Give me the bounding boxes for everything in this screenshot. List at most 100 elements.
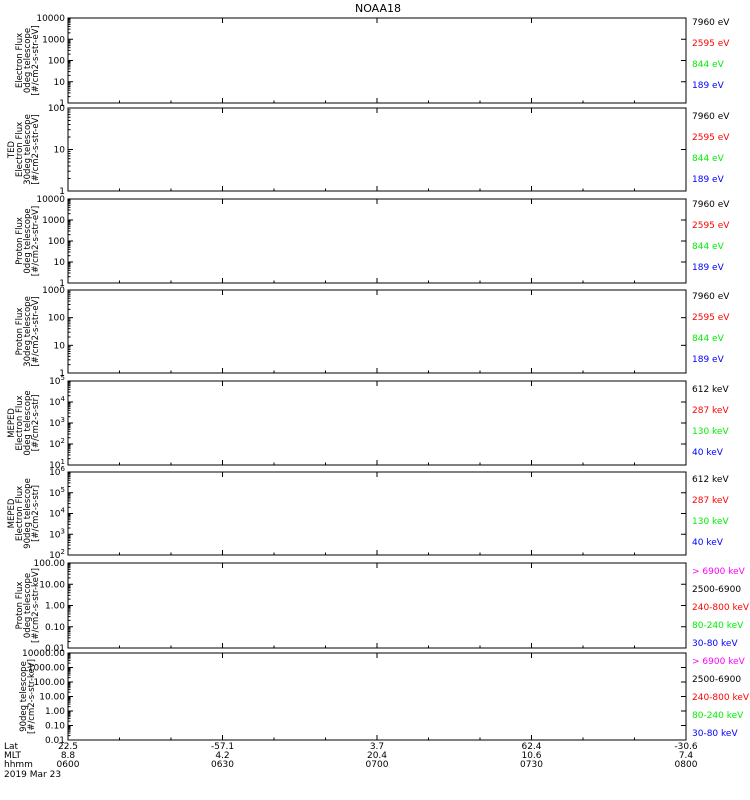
legend-entry: 612 keV — [692, 475, 729, 485]
legend-entry: 189 eV — [692, 81, 725, 91]
y-axis-title-line: 30deg telescope — [23, 114, 33, 185]
y-axis-title-line: MEPED — [7, 408, 17, 438]
legend-entry: 189 eV — [692, 355, 725, 365]
footer-lat-value: 62.4 — [521, 742, 541, 752]
y-tick-label: 104 — [49, 395, 65, 408]
legend-entry: > 6900 keV — [692, 657, 746, 667]
legend-entry: 130 keV — [692, 427, 729, 437]
panel-frame — [67, 107, 687, 192]
y-tick-label: 100.00 — [34, 678, 66, 688]
y-tick-label: 10000 — [36, 195, 65, 205]
y-axis-title-line: [#/cm2-s-str-eV] — [31, 296, 41, 366]
y-axis-title-line: Proton Flux — [15, 582, 25, 630]
y-axis-title-line: 30deg telescope — [23, 296, 33, 367]
legend-entry: 40 keV — [692, 448, 724, 458]
legend-entry: 2595 eV — [692, 313, 730, 323]
y-axis-title-line: 0deg telescope — [23, 573, 33, 638]
footer-mlt-value: 20.4 — [367, 751, 387, 761]
legend-entry: > 6900 keV — [692, 567, 746, 577]
y-axis-title-line: Electron Flux — [15, 33, 25, 88]
legend-entry: 7960 eV — [692, 200, 730, 210]
footer-time-value: 0700 — [366, 760, 389, 770]
y-tick-label: 1000 — [42, 286, 65, 296]
y-tick-label: 10.00 — [39, 693, 65, 703]
y-tick-label: 1 — [59, 369, 65, 379]
legend-entry: 2500-6900 — [692, 675, 741, 685]
footer-mlt-value: 7.4 — [679, 751, 694, 761]
legend-entry: 30-80 keV — [692, 729, 738, 739]
y-tick-label: 1000 — [42, 216, 65, 226]
legend-entry: 7960 eV — [692, 292, 730, 302]
footer-mlt-value: 4.2 — [215, 751, 229, 761]
y-tick-label: 0.01 — [45, 736, 65, 746]
legend-entry: 80-240 keV — [692, 711, 744, 721]
footer-row-label: Lat — [4, 742, 19, 752]
figure-title: NOAA18 — [355, 2, 401, 15]
legend-entry: 2595 eV — [692, 221, 730, 231]
panel-frame — [67, 562, 687, 649]
legend-entry: 844 eV — [692, 334, 725, 344]
y-tick-label: 10.00 — [39, 580, 65, 590]
y-axis-title-line: [#/cm2-s-str-eV] — [31, 114, 41, 184]
y-axis-title-line: 0deg telescope — [23, 208, 33, 273]
y-tick-label: 10000.00 — [22, 649, 65, 659]
y-tick-label: 1.00 — [45, 602, 65, 612]
y-tick-label: 104 — [49, 507, 65, 520]
panel-8: 0.01 0.10 1.00 10.00 100.00 1000.00 10000.00 90… — [19, 649, 750, 746]
y-tick-label: 102 — [49, 437, 65, 450]
footer-lat-value: 3.7 — [370, 742, 384, 752]
legend-entry: 844 eV — [692, 154, 725, 164]
y-axis-title-line: 90deg telescope — [23, 478, 33, 549]
y-tick-label: 1 — [59, 99, 65, 109]
legend-entry: 2595 eV — [692, 133, 730, 143]
panel-frame — [67, 652, 687, 741]
y-tick-label: 100 — [48, 104, 65, 114]
footer-time-value: 0730 — [520, 760, 543, 770]
y-axis-title-line: Electron Flux — [15, 122, 25, 177]
y-axis-title-line: 0deg telescope — [23, 28, 33, 93]
y-tick-label: 0.01 — [45, 644, 65, 654]
panel-frame — [67, 471, 687, 556]
legend-entry: 844 eV — [692, 60, 725, 70]
panel-frame — [67, 17, 687, 104]
legend-entry: 7960 eV — [692, 112, 730, 122]
y-axis-title-line: [#/cm2-s-str-keV] — [27, 659, 37, 734]
y-tick-label: 10 — [54, 146, 66, 156]
footer-time-value: 0600 — [57, 760, 80, 770]
legend-entry: 189 eV — [692, 263, 725, 273]
y-tick-label: 10 — [54, 341, 66, 351]
panel-frame — [67, 198, 687, 284]
y-tick-label: 10 — [54, 78, 66, 88]
y-tick-label: 100 — [48, 237, 65, 247]
y-tick-label: 1000 — [42, 35, 65, 45]
y-tick-label: 103 — [49, 416, 65, 429]
legend-entry: 2595 eV — [692, 39, 730, 49]
y-tick-label: 0.10 — [45, 623, 65, 633]
y-tick-label: 1 — [59, 187, 65, 197]
y-tick-label: 103 — [49, 527, 65, 540]
y-axis-title-line: [#/cm2-s-str-eV] — [31, 25, 41, 95]
panel-frame — [67, 289, 687, 374]
y-tick-label: 102 — [49, 548, 65, 561]
legend-entry: 287 keV — [692, 496, 729, 506]
y-tick-label: 106 — [49, 465, 65, 478]
footer-lat-value: -57.1 — [211, 742, 234, 752]
y-tick-label: 1 — [59, 279, 65, 289]
y-axis-title-line: Proton Flux — [15, 308, 25, 356]
legend-entry: 287 keV — [692, 406, 729, 416]
legend-entry: 189 eV — [692, 175, 725, 185]
y-axis-title-line: Electron Flux — [15, 395, 25, 450]
y-axis-title-line: [#/cm2-s-str] — [31, 395, 41, 452]
footer-lat-value: 22.5 — [58, 742, 78, 752]
y-tick-label: 105 — [49, 486, 65, 499]
footer-row-label: 2019 Mar 23 — [4, 770, 61, 780]
footer-row-label: hhmm — [4, 760, 33, 770]
y-axis-title-line: 0deg telescope — [23, 390, 33, 455]
